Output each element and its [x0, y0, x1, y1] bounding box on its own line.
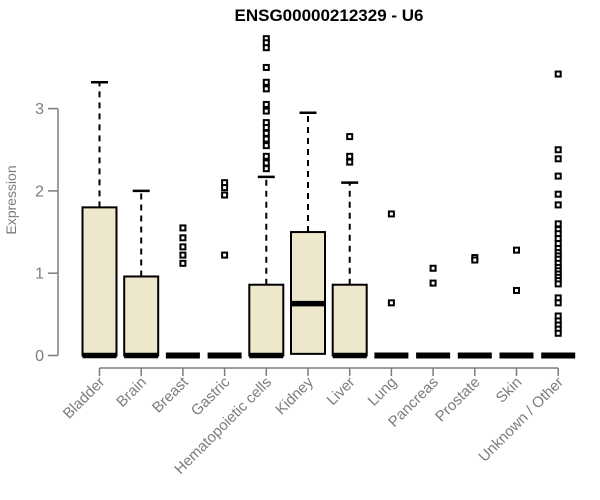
chart-title: ENSG00000212329 - U6: [234, 6, 423, 25]
outlier-point: [179, 224, 187, 232]
outlier-point: [221, 191, 229, 199]
outlier-point: [387, 210, 395, 218]
outlier-point: [262, 135, 270, 143]
box-kidney: [290, 111, 326, 355]
outlier-point: [554, 299, 562, 307]
x-tick-label-kidney: Kidney: [272, 373, 317, 418]
outlier-point: [346, 152, 354, 160]
outlier-point: [387, 299, 395, 307]
outlier-point: [262, 44, 270, 52]
y-axis: 0 1 2 3: [35, 101, 59, 365]
outlier-point: [179, 243, 187, 251]
outlier-point: [262, 159, 270, 167]
box-bladder: [81, 81, 118, 359]
box-gastric: [207, 179, 242, 359]
outlier-point: [554, 172, 562, 180]
y-tick-label: 0: [35, 348, 44, 365]
box-series: [81, 35, 576, 359]
x-tick-label-brain: Brain: [113, 374, 150, 411]
outlier-point: [262, 63, 270, 71]
outlier-point: [471, 256, 479, 264]
iqr-box: [248, 283, 285, 357]
outlier-point: [554, 280, 562, 288]
outlier-point: [554, 329, 562, 337]
outlier-point: [262, 152, 270, 160]
outlier-point: [429, 264, 437, 272]
outlier-point: [346, 158, 354, 166]
box-hematopoietic-cells: [248, 35, 285, 359]
outlier-point: [262, 107, 270, 115]
outlier-point: [179, 251, 187, 259]
box-pancreas: [416, 264, 451, 359]
box-unknown-other: [541, 70, 576, 359]
outlier-point: [554, 155, 562, 163]
outlier-point: [554, 220, 562, 228]
x-tick-label-breast: Breast: [149, 373, 192, 416]
x-tick-label-prostate: Prostate: [432, 374, 484, 426]
outlier-point: [262, 100, 270, 108]
x-tick-label-bladder: Bladder: [60, 374, 109, 423]
box-breast: [165, 224, 200, 359]
x-tick-label-skin: Skin: [493, 374, 526, 407]
iqr-box: [81, 206, 118, 357]
outlier-point: [262, 85, 270, 93]
outlier-point: [554, 201, 562, 209]
outlier-point: [513, 286, 520, 294]
outlier-point: [179, 234, 187, 242]
outlier-point: [179, 259, 187, 267]
outlier-point: [346, 133, 354, 141]
iqr-box: [331, 283, 368, 357]
box-lung: [374, 210, 409, 359]
box-liver: [331, 133, 368, 359]
outlier-point: [262, 129, 270, 137]
outlier-point: [554, 70, 562, 78]
outlier-point: [262, 78, 270, 86]
outlier-point: [554, 146, 562, 154]
box-prostate: [457, 254, 492, 359]
x-tick-label-liver: Liver: [324, 374, 359, 409]
outlier-point: [221, 184, 229, 192]
y-tick-label: 2: [35, 183, 44, 200]
box-skin: [499, 246, 534, 359]
x-tick-label-lung: Lung: [365, 374, 401, 410]
outlier-point: [262, 165, 270, 173]
y-axis-label: Expression: [3, 165, 19, 234]
outlier-point: [262, 142, 270, 150]
outlier-point: [262, 124, 270, 132]
iqr-box: [123, 275, 160, 357]
y-tick-label: 3: [35, 101, 44, 118]
iqr-box: [290, 231, 326, 355]
outlier-point: [221, 251, 229, 259]
box-brain: [123, 189, 160, 359]
outlier-point: [429, 279, 437, 287]
y-tick-label: 1: [35, 266, 44, 283]
outlier-point: [554, 190, 562, 198]
outlier-point: [513, 246, 520, 254]
